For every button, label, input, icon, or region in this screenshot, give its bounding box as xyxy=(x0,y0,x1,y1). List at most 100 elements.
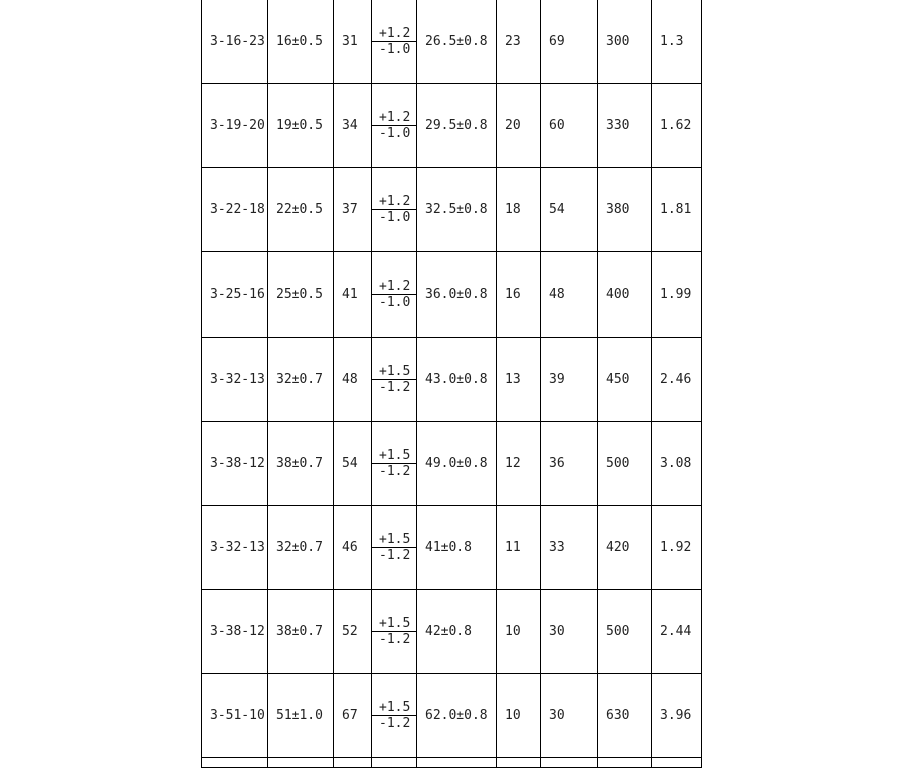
table-row: 3-22-18 22±0.5 37 +1.2 -1.0 32.5±0.8 18 54 380 1.… xyxy=(201,167,702,252)
tolerance-plus: +1.5 xyxy=(372,700,416,716)
cell-d2: 52 xyxy=(333,589,372,674)
tolerance-minus: -1.0 xyxy=(379,42,411,57)
cell-c1: 11 xyxy=(496,505,541,590)
cell-model: 3-38-12 xyxy=(201,421,268,506)
table-row: 3-51-10 51±1.0 67 +1.5 -1.2 62.0±0.8 10 30 630 3.… xyxy=(201,673,702,758)
cell-c2: 60 xyxy=(540,83,598,168)
tolerance-minus: -1.2 xyxy=(379,548,411,563)
table-row: 3-38-12 38±0.7 52 +1.5 -1.2 42±0.8 10 30 500 2.44 xyxy=(201,589,702,674)
cell-c2: 69 xyxy=(540,0,598,84)
cell-c2: 48 xyxy=(540,251,598,338)
cell-c4: 1.92 xyxy=(651,505,702,590)
tolerance-cell: +1.5 -1.2 xyxy=(371,673,417,758)
cell-d1: 32±0.7 xyxy=(267,505,334,590)
cell-c4: 2.44 xyxy=(651,589,702,674)
tolerance-cell: +1.2 -1.0 xyxy=(371,167,417,252)
cell-d2: 46 xyxy=(333,505,372,590)
cell-c3: 300 xyxy=(597,0,652,84)
cell-model: 3-25-16 xyxy=(201,251,268,338)
cell-c2: 36 xyxy=(540,421,598,506)
cell-c3: 420 xyxy=(597,505,652,590)
cell-d3: 29.5±0.8 xyxy=(416,83,497,168)
cell-model: 3-22-18 xyxy=(201,167,268,252)
cell-c3: 380 xyxy=(597,167,652,252)
spec-table: 3-16-23 16±0.5 31 +1.2 -1.0 26.5±0.8 23 69 300 1.… xyxy=(201,0,702,768)
table-row: 3-16-23 16±0.5 31 +1.2 -1.0 26.5±0.8 23 69 300 1.… xyxy=(201,0,702,84)
tolerance-minus: -1.2 xyxy=(379,464,411,479)
tolerance-minus: -1.0 xyxy=(379,295,411,310)
cell-d3: 41±0.8 xyxy=(416,505,497,590)
cell-c1: 23 xyxy=(496,0,541,84)
cell-c1: 10 xyxy=(496,673,541,758)
tolerance-cell: +1.5 -1.2 xyxy=(371,589,417,674)
tolerance-minus: -1.0 xyxy=(379,126,411,141)
cell-d2: 67 xyxy=(333,673,372,758)
cell-model: 3-19-20 xyxy=(201,83,268,168)
cell-c4: 1.81 xyxy=(651,167,702,252)
cell-model: 3-32-13 xyxy=(201,505,268,590)
tolerance-plus: +1.2 xyxy=(372,110,416,126)
cell-d3: 62.0±0.8 xyxy=(416,673,497,758)
tolerance-plus: +1.2 xyxy=(372,194,416,210)
cell-c1: 18 xyxy=(496,167,541,252)
cell-c4: 1.3 xyxy=(651,0,702,84)
cell-c3: 500 xyxy=(597,421,652,506)
cell-c2: 30 xyxy=(540,673,598,758)
cell-model: 3-16-23 xyxy=(201,0,268,84)
cell-d2: 54 xyxy=(333,421,372,506)
cell-c3: 400 xyxy=(597,251,652,338)
cell-d2: 34 xyxy=(333,83,372,168)
cell-c3: 330 xyxy=(597,83,652,168)
cell-model: 3-51-10 xyxy=(201,673,268,758)
cell-model: 3-32-13 xyxy=(201,337,268,422)
cell-d2: 37 xyxy=(333,167,372,252)
cell-model: 3-38-12 xyxy=(201,589,268,674)
cell-d3: 42±0.8 xyxy=(416,589,497,674)
cell-c2: 39 xyxy=(540,337,598,422)
cell-c3: 500 xyxy=(597,589,652,674)
tolerance-plus: +1.5 xyxy=(372,364,416,380)
cell-c1: 16 xyxy=(496,251,541,338)
table-row: 3-25-16 25±0.5 41 +1.2 -1.0 36.0±0.8 16 48 400 1.… xyxy=(201,251,702,338)
table-row: 3-32-13 32±0.7 48 +1.5 -1.2 43.0±0.8 13 39 450 2.… xyxy=(201,337,702,422)
cell-c1: 20 xyxy=(496,83,541,168)
cell-c4: 3.96 xyxy=(651,673,702,758)
cell-d1: 38±0.7 xyxy=(267,589,334,674)
cell-c2: 54 xyxy=(540,167,598,252)
cell-c2: 33 xyxy=(540,505,598,590)
cell-d3: 36.0±0.8 xyxy=(416,251,497,338)
cell-d1: 25±0.5 xyxy=(267,251,334,338)
tolerance-plus: +1.2 xyxy=(372,279,416,295)
cell-c4: 2.46 xyxy=(651,337,702,422)
cell-d2: 31 xyxy=(333,0,372,84)
tolerance-minus: -1.2 xyxy=(379,632,411,647)
tolerance-plus: +1.5 xyxy=(372,532,416,548)
tolerance-cell: +1.5 -1.2 xyxy=(371,337,417,422)
tolerance-cell: +1.2 -1.0 xyxy=(371,83,417,168)
cell-c4: 3.08 xyxy=(651,421,702,506)
cell-c1: 10 xyxy=(496,589,541,674)
tolerance-minus: -1.2 xyxy=(379,716,411,731)
table-row: 3-19-20 19±0.5 34 +1.2 -1.0 29.5±0.8 20 60 330 1.… xyxy=(201,83,702,168)
table-row: 3-38-12 38±0.7 54 +1.5 -1.2 49.0±0.8 12 36 500 3.… xyxy=(201,421,702,506)
tolerance-cell: +1.5 -1.2 xyxy=(371,421,417,506)
tolerance-cell: +1.2 -1.0 xyxy=(371,251,417,338)
cell-d1: 38±0.7 xyxy=(267,421,334,506)
tolerance-minus: -1.0 xyxy=(379,210,411,225)
cell-c2: 30 xyxy=(540,589,598,674)
cell-d2: 41 xyxy=(333,251,372,338)
cell-d1: 16±0.5 xyxy=(267,0,334,84)
tolerance-cell: +1.2 -1.0 xyxy=(371,0,417,84)
cell-d1: 22±0.5 xyxy=(267,167,334,252)
tolerance-plus: +1.2 xyxy=(372,26,416,42)
cell-d1: 19±0.5 xyxy=(267,83,334,168)
tolerance-plus: +1.5 xyxy=(372,448,416,464)
tolerance-cell: +1.5 -1.2 xyxy=(371,505,417,590)
cell-d3: 43.0±0.8 xyxy=(416,337,497,422)
cell-c1: 12 xyxy=(496,421,541,506)
cell-d3: 49.0±0.8 xyxy=(416,421,497,506)
cell-c3: 630 xyxy=(597,673,652,758)
table-row: 3-32-13 32±0.7 46 +1.5 -1.2 41±0.8 11 33 420 1.92 xyxy=(201,505,702,590)
cell-d1: 32±0.7 xyxy=(267,337,334,422)
cell-c1: 13 xyxy=(496,337,541,422)
